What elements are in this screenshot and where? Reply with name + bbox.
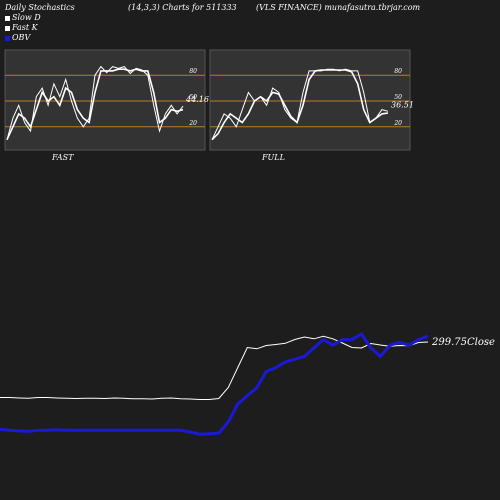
full-fast-k-line [211, 68, 389, 140]
fast-last-value-label: 44.16 [185, 95, 209, 104]
legend-swatch-slow-d [5, 15, 10, 21]
legend-label-slow-d: Slow D [12, 13, 41, 22]
full-panel [209, 49, 411, 151]
full-level-20-label: 20 [393, 120, 402, 127]
full-slow-d-line [211, 69, 389, 141]
full-level-50-label: 50 [394, 94, 402, 101]
fast-level-50-label: 50 [189, 94, 197, 101]
legend-fast-k: Fast K [5, 23, 38, 32]
fast-fast-k-line [6, 65, 184, 140]
legend-swatch-obv [5, 35, 10, 41]
fast-panel-title: FAST [51, 153, 74, 162]
obv-line [0, 331, 429, 436]
fast-level-80-label: 80 [189, 68, 197, 75]
full-panel-title: FULL [261, 153, 285, 162]
legend-swatch-fast-k [5, 25, 10, 31]
fast-slow-d-line [6, 68, 184, 141]
legend-slow-d: Slow D [5, 13, 41, 22]
legend-label-obv: OBV [12, 33, 31, 42]
legend-label-fast-k: Fast K [12, 23, 38, 32]
company-watermark: (VLS FINANCE) munafasutra.tbrjar.com [256, 3, 421, 12]
legend-obv: OBV [5, 33, 30, 42]
full-level-80-label: 80 [394, 68, 402, 75]
chart-symbol-title: (14,3,3) Charts for 511333 [128, 3, 237, 12]
close-last-value-label: 299.75Close [431, 337, 495, 348]
chart-heading: Daily Stochastics [5, 3, 75, 12]
full-last-value-label: 36.51 [391, 100, 414, 109]
fast-level-20-label: 20 [188, 120, 197, 127]
fast-panel [4, 49, 206, 151]
close-price-line [0, 335, 429, 400]
